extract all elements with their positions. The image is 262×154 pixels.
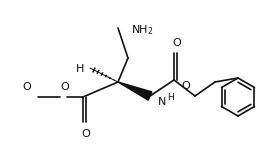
Text: H: H [76, 64, 84, 74]
Text: O: O [173, 38, 181, 48]
Text: H: H [167, 93, 174, 103]
Text: O: O [82, 129, 90, 139]
Text: O: O [61, 82, 69, 92]
Text: NH$_2$: NH$_2$ [131, 23, 154, 37]
Text: O: O [22, 82, 31, 92]
Polygon shape [118, 82, 152, 100]
Text: N: N [158, 97, 166, 107]
Text: O: O [181, 81, 190, 91]
